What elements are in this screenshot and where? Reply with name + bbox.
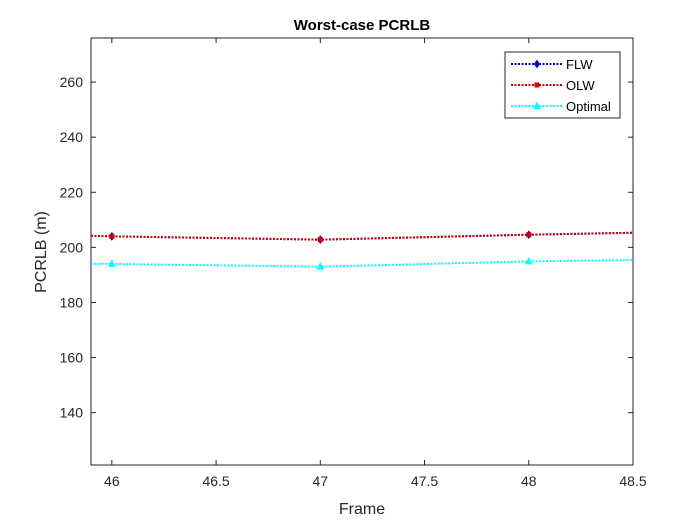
- y-tick-label: 140: [60, 405, 84, 421]
- legend: FLW OLW Optimal: [504, 51, 621, 119]
- y-tick-label: 200: [60, 239, 84, 255]
- x-tick-label: 46: [104, 473, 120, 489]
- chart-title: Worst-case PCRLB: [294, 17, 431, 34]
- x-tick-label: 48: [521, 473, 537, 489]
- legend-label-optimal: Optimal: [566, 99, 611, 114]
- series-point-optimal: [108, 259, 116, 267]
- x-tick-label: 47: [313, 473, 329, 489]
- legend-box: [504, 51, 621, 119]
- y-tick-label: 220: [60, 184, 84, 200]
- series-point-optimal: [316, 262, 325, 270]
- y-tick-label: 160: [60, 350, 84, 366]
- y-axis-label: PCRLB (m): [33, 211, 50, 293]
- x-axis-label: Frame: [339, 501, 385, 518]
- legend-marker-flw: [533, 59, 541, 69]
- x-axis-ticks: 46 46.5 47 47.5 48 48.5: [104, 38, 647, 489]
- series-point-olw: [109, 233, 115, 239]
- y-tick-label: 180: [60, 294, 84, 310]
- x-tick-label: 47.5: [411, 473, 438, 489]
- legend-marker-olw: [534, 82, 540, 88]
- y-axis-ticks: 140 160 180 200 220 240 260: [60, 74, 633, 421]
- x-tick-label: 46.5: [202, 473, 229, 489]
- y-tick-label: 240: [60, 129, 84, 145]
- legend-marker-optimal: [533, 101, 541, 109]
- x-tick-label: 48.5: [619, 473, 646, 489]
- series-point-optimal: [524, 256, 533, 265]
- series-layer: [90, 230, 634, 270]
- legend-label-flw: FLW: [566, 57, 593, 72]
- series-point-olw: [526, 232, 532, 238]
- legend-label-olw: OLW: [566, 78, 595, 93]
- legend-items: FLW OLW Optimal: [511, 57, 611, 114]
- series-point-olw: [317, 237, 323, 243]
- y-tick-label: 260: [60, 74, 84, 90]
